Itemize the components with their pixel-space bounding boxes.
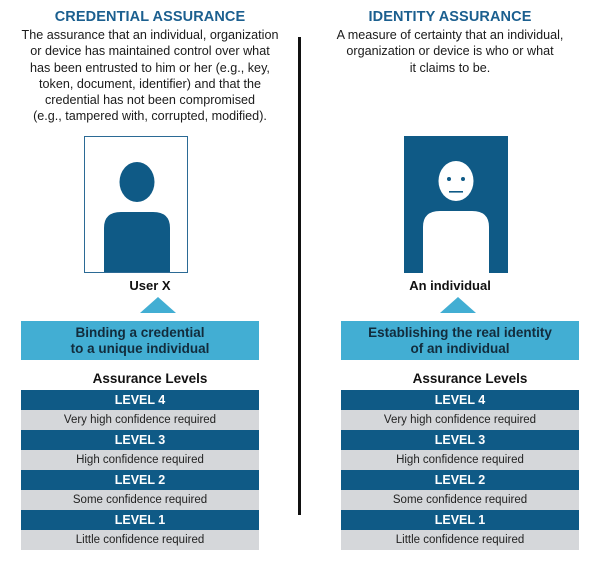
- identity-assurance-section: IDENTITY ASSURANCE A measure of certaint…: [300, 0, 600, 569]
- level-2-header: LEVEL 2: [341, 470, 579, 490]
- description-line: A measure of certainty that an individua…: [336, 28, 564, 42]
- description-line: (e.g., tampered with, corrupted, modifie…: [33, 109, 267, 124]
- individual-portrait-frame: [404, 136, 508, 273]
- credential-banner: Binding a credential to a unique individ…: [21, 321, 259, 360]
- levels-heading: Assurance Levels: [412, 371, 528, 386]
- user-silhouette-icon: [104, 162, 170, 272]
- level-3-header: LEVEL 3: [341, 430, 579, 450]
- credential-description: The assurance that an individual, organi…: [10, 27, 290, 125]
- up-arrow-icon: [140, 297, 176, 313]
- level-3-description: High confidence required: [21, 450, 259, 470]
- level-4-description: Very high confidence required: [21, 410, 259, 430]
- level-1-header: LEVEL 1: [341, 510, 579, 530]
- level-4-header: LEVEL 4: [341, 390, 579, 410]
- individual-caption: An individual: [409, 278, 491, 293]
- description-line: organization or device is who or what: [346, 44, 554, 59]
- level-2-header: LEVEL 2: [21, 470, 259, 490]
- level-2-description: Some confidence required: [21, 490, 259, 510]
- banner-line: of an individual: [410, 340, 510, 356]
- person-face-icon: [423, 161, 489, 273]
- banner-line: to a unique individual: [70, 340, 210, 356]
- identity-banner: Establishing the real identity of an ind…: [341, 321, 579, 360]
- identity-description: A measure of certainty that an individua…: [310, 27, 590, 76]
- description-line: or device has maintained control over wh…: [30, 44, 270, 59]
- level-1-header: LEVEL 1: [21, 510, 259, 530]
- level-4-header: LEVEL 4: [21, 390, 259, 410]
- banner-line: Binding a credential: [75, 324, 205, 340]
- description-line: token, document, identifier) and that th…: [39, 76, 261, 91]
- credential-assurance-section: CREDENTIAL ASSURANCE The assurance that …: [10, 9, 290, 550]
- level-1-description: Little confidence required: [21, 530, 259, 550]
- levels-heading: Assurance Levels: [92, 371, 208, 386]
- user-portrait-frame: [84, 136, 188, 273]
- user-caption: User X: [129, 278, 171, 293]
- assurance-levels-table: LEVEL 4 Very high confidence required LE…: [21, 390, 259, 550]
- banner-line: Establishing the real identity: [368, 324, 552, 340]
- up-arrow-icon: [440, 297, 476, 313]
- level-1-description: Little confidence required: [341, 530, 579, 550]
- level-3-header: LEVEL 3: [21, 430, 259, 450]
- assurance-levels-table: LEVEL 4 Very high confidence required LE…: [341, 390, 579, 550]
- level-3-description: High confidence required: [341, 450, 579, 470]
- description-line: The assurance that an individual, organi…: [21, 28, 279, 42]
- description-line: it claims to be.: [409, 60, 491, 75]
- level-4-description: Very high confidence required: [341, 410, 579, 430]
- identity-title: IDENTITY ASSURANCE: [368, 9, 532, 25]
- section-divider: [298, 37, 301, 515]
- description-line: credential has not been compromised: [44, 93, 256, 108]
- credential-title: CREDENTIAL ASSURANCE: [54, 9, 246, 25]
- description-line: has been entrusted to him or her (e.g., …: [30, 60, 270, 75]
- level-2-description: Some confidence required: [341, 490, 579, 510]
